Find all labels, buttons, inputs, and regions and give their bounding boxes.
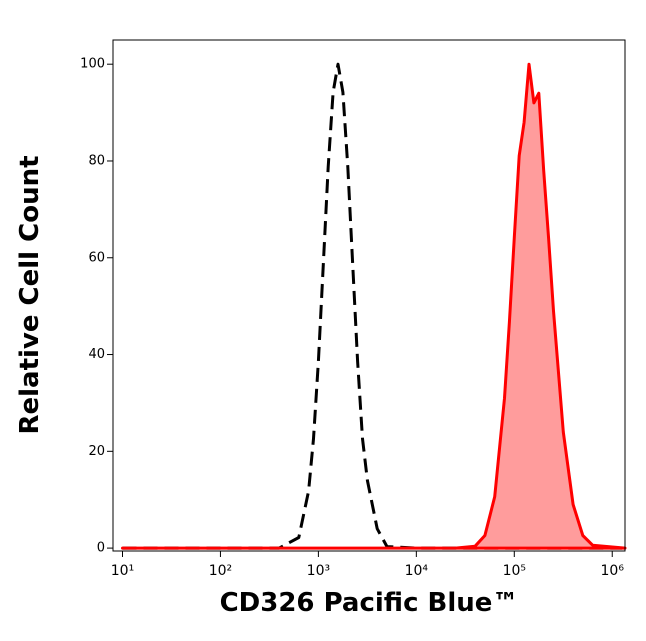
y-tick-label: 100 bbox=[80, 57, 105, 72]
y-tick-label: 20 bbox=[88, 444, 105, 459]
x-tick-label: 10¹ bbox=[111, 563, 134, 579]
control-histogram bbox=[122, 62, 622, 550]
y-tick-label: 40 bbox=[88, 347, 105, 362]
plot-frame bbox=[112, 39, 626, 552]
x-tick-label: 10⁶ bbox=[601, 563, 625, 579]
x-tick-label: 10² bbox=[209, 563, 232, 579]
y-axis-title: Relative Cell Count bbox=[15, 155, 45, 434]
y-tick-label: 80 bbox=[88, 153, 105, 168]
x-axis-title: CD326 Pacific Blue™ bbox=[220, 588, 519, 618]
y-tick-label: 0 bbox=[97, 541, 105, 556]
x-tick-label: 10⁴ bbox=[405, 563, 429, 579]
y-tick-label: 60 bbox=[88, 250, 105, 265]
sample-histogram bbox=[121, 62, 627, 550]
x-tick-label: 10³ bbox=[307, 563, 330, 579]
x-tick-label: 10⁵ bbox=[503, 563, 526, 579]
